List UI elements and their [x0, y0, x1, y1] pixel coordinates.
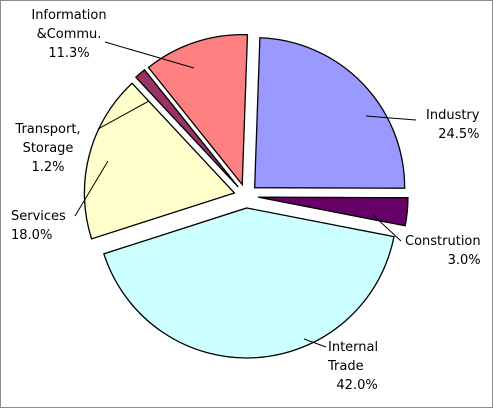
pie-slice-information-commu	[147, 34, 249, 187]
leader-line	[97, 100, 150, 130]
pie-slice-constrution	[257, 196, 409, 227]
slice-label: Internal Trade 42.0%	[327, 340, 378, 393]
leader-line	[372, 214, 402, 242]
slice-label: Industry 24.5%	[426, 108, 480, 142]
pie-slice-industry	[253, 37, 406, 189]
pie-slice-internal-trade	[103, 207, 395, 359]
slice-label: Information &Commu. 11.3%	[31, 8, 106, 61]
slice-label: Transport, Storage 1.2%	[14, 122, 80, 175]
slice-label: Services 18.0%	[11, 209, 66, 243]
leader-line	[104, 41, 195, 69]
slice-label: Constrution 3.0%	[405, 234, 481, 268]
leader-line	[365, 115, 417, 121]
pie-slice-services	[83, 82, 236, 240]
leader-line	[303, 338, 327, 348]
leader-line	[74, 160, 109, 217]
pie-slice-transport-storage	[134, 68, 239, 188]
